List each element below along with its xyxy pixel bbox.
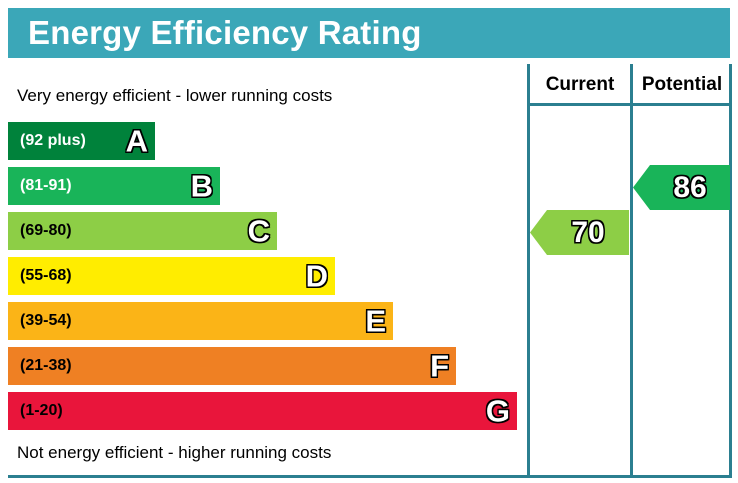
- chart-frame: [8, 64, 730, 478]
- rating-value-current: 70: [571, 215, 606, 249]
- rating-arrow-potential: 86: [633, 165, 730, 210]
- band-bar-b: (81-91) B: [8, 167, 220, 205]
- column-divider-right: [729, 64, 732, 478]
- band-letter-g: G: [485, 393, 511, 429]
- band-bar-c: (69-80) C: [8, 212, 277, 250]
- band-letter-f: F: [429, 348, 450, 384]
- band-bar-g: (1-20) G: [8, 392, 517, 430]
- column-divider-middle: [630, 64, 633, 478]
- band-letter-a: A: [125, 123, 149, 159]
- band-bar-e: (39-54) E: [8, 302, 393, 340]
- band-range-g: (1-20): [20, 402, 63, 419]
- band-range-f: (21-38): [20, 357, 72, 374]
- title-banner: Energy Efficiency Rating: [8, 8, 730, 58]
- band-letter-d: D: [305, 258, 329, 294]
- column-divider-left: [527, 64, 530, 478]
- band-letter-e: E: [365, 303, 387, 339]
- caption-not-energy-efficient: Not energy efficient - higher running co…: [17, 443, 332, 462]
- band-range-d: (55-68): [20, 267, 72, 284]
- band-bar-a: (92 plus) A: [8, 122, 155, 160]
- page-title: Energy Efficiency Rating: [28, 14, 422, 51]
- column-header-underline: [527, 103, 732, 106]
- column-header-potential: Potential: [641, 74, 723, 95]
- band-letter-b: B: [190, 168, 214, 204]
- band-bar-d: (55-68) D: [8, 257, 335, 295]
- band-range-a: (92 plus): [20, 132, 86, 149]
- band-range-c: (69-80): [20, 222, 72, 239]
- caption-very-energy-efficient: Very energy efficient - lower running co…: [17, 86, 333, 105]
- band-letter-c: C: [247, 213, 271, 249]
- band-bar-f: (21-38) F: [8, 347, 456, 385]
- band-range-e: (39-54): [20, 312, 72, 329]
- column-header-current: Current: [545, 74, 615, 95]
- rating-value-potential: 86: [673, 170, 708, 204]
- rating-arrow-current: 70: [530, 210, 629, 255]
- band-range-b: (81-91): [20, 177, 72, 194]
